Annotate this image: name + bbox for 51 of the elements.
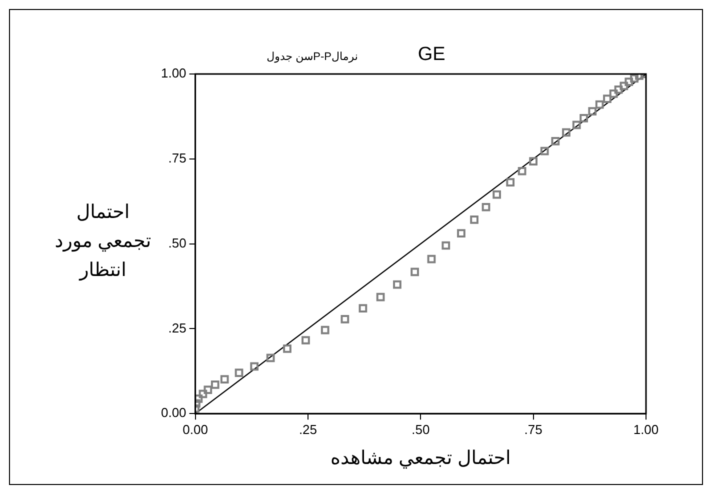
- y-axis-title: احتمال تجمعي مورد انتظار: [54, 201, 152, 283]
- point: [614, 85, 623, 94]
- point: [630, 74, 638, 83]
- point: [393, 280, 402, 289]
- point: [529, 157, 538, 166]
- point: [198, 390, 208, 398]
- point: [320, 326, 330, 334]
- point: [283, 344, 292, 353]
- point: [551, 137, 560, 146]
- point: [492, 190, 501, 199]
- point: [506, 178, 515, 187]
- point: [482, 202, 490, 212]
- y-tick-label: 1.00: [160, 66, 186, 81]
- point: [410, 268, 419, 276]
- x-tick-label: 1.00: [633, 422, 659, 437]
- point: [340, 315, 350, 324]
- x-tick-label: .25: [298, 422, 318, 437]
- y-tick-label: 0.00: [160, 405, 186, 420]
- point: [603, 94, 612, 103]
- point: [518, 166, 526, 176]
- point: [442, 241, 450, 250]
- point: [234, 368, 244, 378]
- point: [540, 146, 549, 156]
- point: [588, 107, 597, 116]
- y-tick-label: .25: [168, 320, 186, 336]
- point: [250, 362, 259, 371]
- point: [470, 216, 478, 224]
- x-tick-label: .50: [412, 422, 430, 437]
- chart-title: GE: [418, 44, 446, 66]
- y-tick-label: .75: [168, 150, 186, 166]
- point: [358, 304, 368, 313]
- x-axis-title: احتمال تجمعي مشاهده: [330, 448, 511, 469]
- point: [620, 82, 628, 90]
- x-tick-label: 0.00: [182, 422, 208, 437]
- point: [376, 292, 385, 302]
- chart-subtitle: نرمالP-Pسن جدول: [266, 50, 358, 63]
- point: [624, 78, 634, 86]
- y-tick-label: .50: [168, 235, 186, 250]
- point: [302, 336, 310, 344]
- point: [572, 120, 581, 130]
- point: [266, 354, 275, 362]
- point: [210, 380, 220, 389]
- point: [580, 114, 588, 122]
- point: [457, 229, 466, 238]
- point: [204, 386, 212, 394]
- point: [609, 90, 618, 98]
- point: [220, 375, 229, 384]
- x-tick-label: .75: [524, 422, 542, 437]
- point: [595, 100, 604, 109]
- point: [427, 254, 436, 264]
- point: [562, 128, 570, 137]
